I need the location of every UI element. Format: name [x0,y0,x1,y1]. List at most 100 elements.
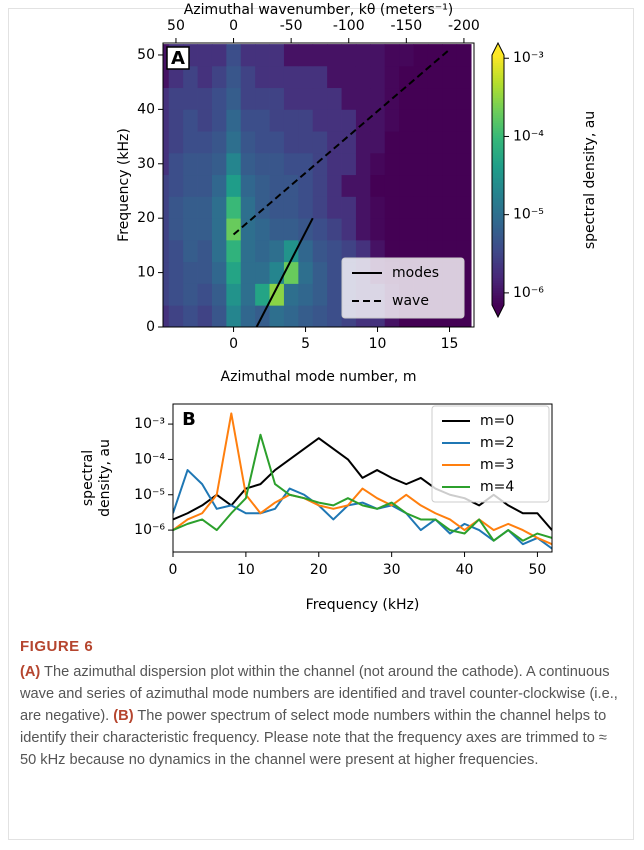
figure-frame [8,8,634,840]
colorbar-step [492,265,504,268]
heatmap-cell [197,218,213,241]
heatmap-cell [370,218,386,241]
colorbar-step [492,152,504,156]
y-tick-label: 40 [137,101,155,117]
colorbar-step [492,267,504,271]
legend-label: m=0 [480,413,514,429]
heatmap-cell [168,239,184,263]
colorbar-step [492,165,504,168]
heatmap-cell [269,44,285,67]
colorbar-step [492,195,504,198]
heatmap-cell [255,261,270,284]
heatmap-cell [384,109,400,132]
heatmap-cell [442,65,458,89]
colorbar-step [492,220,504,223]
heatmap-cell [355,44,371,67]
heatmap-cell [341,131,357,154]
heatmap-cell [168,196,184,219]
heatmap-cell [355,152,371,176]
heatmap-cell [255,44,270,67]
colorbar-step [492,172,504,176]
legend-label: m=3 [480,457,514,473]
colorbar-step [492,120,504,123]
heatmap-cell [226,65,242,89]
colorbar-step [492,135,504,138]
heatmap-cell [399,218,414,241]
heatmap-cell [197,87,213,110]
colorbar-step [492,222,504,226]
heatmap-cell [456,44,472,67]
colorbar-tick-label: 10⁻⁶ [513,285,544,301]
colorbar-step [492,205,504,208]
colorbar-step [492,85,504,88]
colorbar-step [492,97,504,101]
heatmap-cell [255,218,270,241]
heatmap-cell [298,305,314,327]
heatmap-cell [168,152,184,176]
series-line [173,433,552,542]
heatmap-cell [312,109,328,132]
x2-tick-label: -100 [333,18,365,34]
colorbar-step [492,160,504,163]
colorbar-step [492,67,504,71]
colorbar-step [492,290,504,293]
y-axis-label: density, au [97,439,113,517]
heatmap-cell [163,218,170,241]
colorbar-step [492,75,504,78]
heatmap-cell [341,218,357,241]
heatmap-cell [370,196,386,219]
heatmap-cell [163,109,170,132]
heatmap-cell [211,65,227,89]
heatmap-cell [226,196,242,219]
heatmap-cell [312,305,328,327]
heatmap-cell [442,109,458,132]
heatmap-cell [240,44,256,67]
heatmap-cell [355,218,371,241]
colorbar-step [492,275,504,278]
heatmap-cell [312,218,328,241]
colorbar-step [492,105,504,108]
heatmap-cell [183,131,198,154]
colorbar-step [492,115,504,118]
overlay-line [232,48,451,236]
colorbar-step [492,110,504,113]
x-tick-label: 15 [441,336,459,352]
heatmap-cell [413,174,429,197]
colorbar-step [492,242,504,246]
heatmap-cell [183,305,198,327]
legend-label: modes [392,265,439,281]
colorbar-step [492,245,504,248]
heatmap-cell [312,239,328,263]
heatmap-cell [456,218,472,241]
heatmap-cell [183,196,198,219]
colorbar-step [492,187,504,191]
heatmap-cell [168,283,184,306]
colorbar-step [492,227,504,231]
heatmap-cell [399,87,414,110]
colorbar-step [492,107,504,111]
heatmap-cell [240,261,256,284]
colorbar-step [492,210,504,213]
heatmap-cell [427,44,443,67]
colorbar-step [492,142,504,146]
colorbar-step [492,122,504,126]
colorbar-step [492,215,504,218]
heatmap-cell [456,109,472,132]
colorbar-step [492,95,504,98]
colorbar-step [492,102,504,106]
heatmap-cell [226,152,242,176]
colorbar-step [492,147,504,151]
heatmap-cell [298,261,314,284]
colorbar-step [492,170,504,173]
heatmap-cell [226,44,242,67]
heatmap-cell [269,239,285,263]
colorbar-step [492,157,504,161]
heatmap-cell [183,152,198,176]
heatmap-cell [183,239,198,263]
heatmap-cell [283,261,299,284]
heatmap-cell [226,87,242,110]
heatmap-cell [269,131,285,154]
colorbar-frame [491,41,505,319]
heatmap-cell [226,305,242,327]
heatmap-cell [197,305,213,327]
